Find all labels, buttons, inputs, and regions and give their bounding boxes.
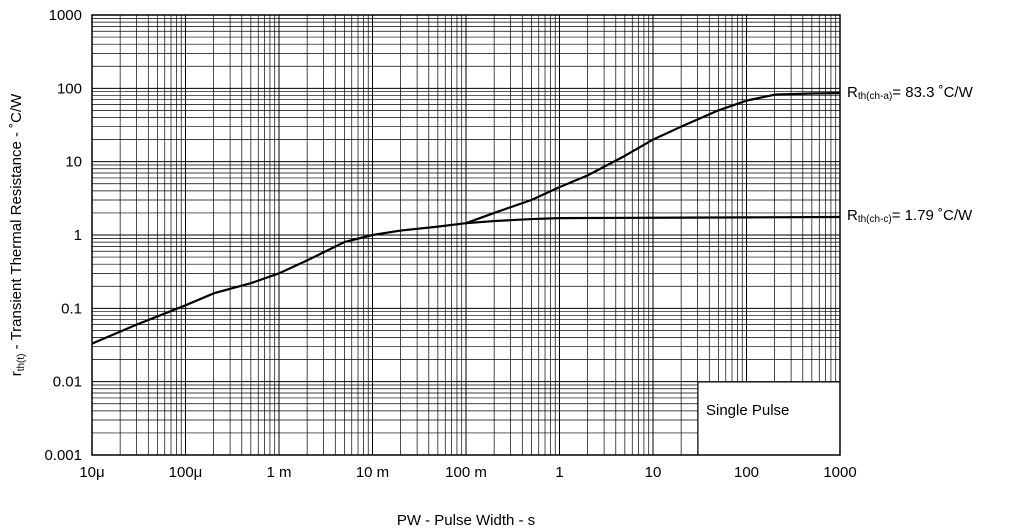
y-axis-title-main: r (8, 371, 25, 376)
x-axis-title: PW - Pulse Width - s (397, 512, 535, 529)
curves (91, 92, 841, 345)
y-tick-label: 10 (65, 154, 82, 171)
x-tick-label: 1000 (823, 464, 856, 481)
y-axis-title-rest: - Transient Thermal Resistance - ˚C/W (8, 93, 25, 354)
y-tick-label: 1 (74, 227, 82, 244)
y-axis-title: rth(t) - Transient Thermal Resistance - … (8, 93, 27, 376)
x-tick-label: 100μ (169, 464, 203, 481)
x-tick-label: 100 (734, 464, 759, 481)
y-tick-label: 1000 (49, 7, 82, 24)
single-pulse-label: Single Pulse (706, 402, 789, 419)
y-tick-labels: 0.001 0.01 0.1 1 10 100 1000 (44, 7, 82, 464)
y-tick-label: 100 (57, 80, 82, 97)
series-line-2 (465, 92, 841, 225)
x-tick-label: 10μ (79, 464, 104, 481)
x-tick-label: 1 (555, 464, 563, 481)
y-tick-label: 0.01 (53, 374, 82, 391)
x-tick-label: 10 (645, 464, 662, 481)
x-tick-label: 10 m (356, 464, 389, 481)
x-tick-label: 100 m (445, 464, 487, 481)
grid (91, 15, 840, 456)
plot-frame (91, 14, 841, 456)
x-tick-label: 1 m (266, 464, 291, 481)
series-line-1 (91, 215, 841, 345)
y-tick-label: 0.1 (61, 300, 82, 317)
annotation-rth-ch-c: Rth(ch-c)= 1.79 ˚C/W (847, 207, 973, 225)
y-axis-title-sub: th(t) (16, 354, 27, 372)
annotation-rth-ch-a: Rth(ch-a)= 83.3 ˚C/W (847, 84, 974, 102)
x-tick-labels: 10μ 100μ 1 m 10 m 100 m 1 10 100 1000 (79, 464, 856, 481)
y-tick-label: 0.001 (44, 447, 82, 464)
single-pulse-box (697, 381, 841, 456)
